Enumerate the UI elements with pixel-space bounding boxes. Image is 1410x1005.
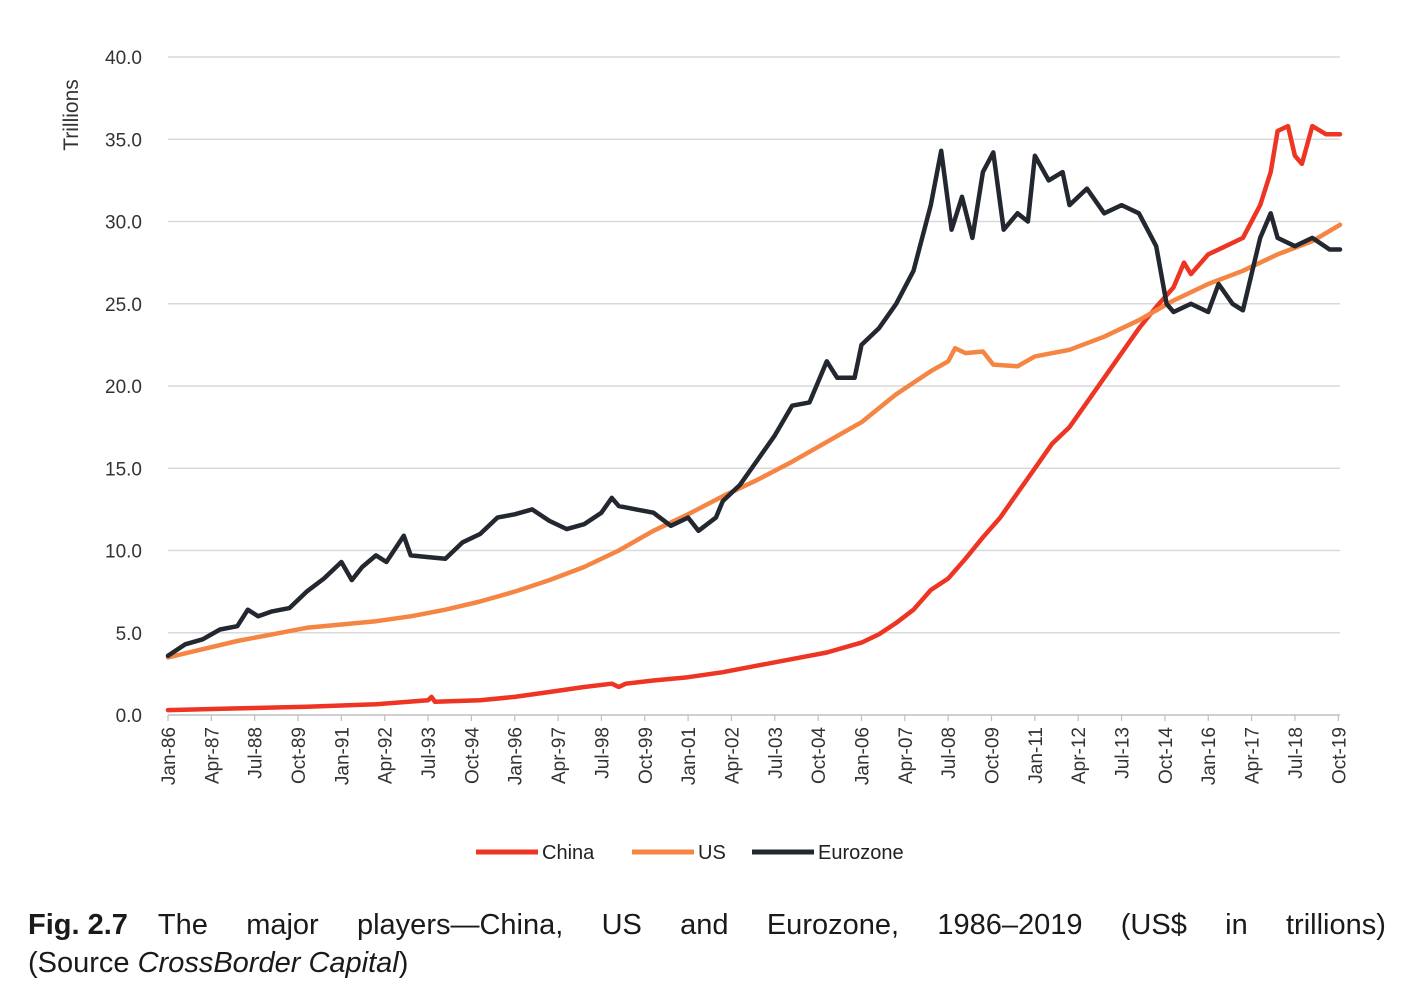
caption-word: Eurozone, (766, 909, 900, 941)
x-tick-label: Jul-03 (766, 727, 787, 779)
caption-title: The major players—China, US and Eurozone, 1986… (158, 906, 1386, 944)
series-line-eurozone (165, 148, 1343, 659)
x-tick-label: Jul-13 (1113, 727, 1134, 779)
legend-label-china: China (542, 842, 595, 864)
x-tick-label: Jul-08 (939, 727, 960, 779)
x-tick-label: Jan-96 (506, 727, 527, 785)
caption-word: major (246, 909, 319, 941)
legend: China US Eurozone (476, 842, 904, 864)
y-tick-label: 0.0 (116, 706, 142, 727)
caption-word: (US$ (1120, 909, 1187, 941)
x-tick-label: Jul-93 (419, 727, 440, 779)
caption-word: trillions) (1285, 909, 1386, 941)
caption-source: (Source CrossBorder Capital) (28, 944, 1386, 982)
x-tick-label: Oct-94 (462, 727, 483, 784)
source-name: CrossBorder Capital (137, 947, 399, 979)
caption-word: US (601, 909, 642, 941)
y-tick-label: 15.0 (105, 459, 142, 480)
x-tick-label: Jan-86 (159, 727, 180, 785)
x-tick-label: Oct-04 (809, 727, 830, 784)
x-tick-label: Jan-06 (852, 727, 873, 785)
legend-label-eurozone: Eurozone (818, 842, 904, 864)
x-tick-label: Oct-19 (1329, 727, 1350, 784)
x-tick-label: Apr-92 (376, 727, 397, 784)
x-tick-label: Apr-02 (722, 727, 743, 784)
x-tick-label: Apr-97 (549, 727, 570, 784)
x-tick-label: Jan-01 (679, 727, 700, 785)
y-tick-label: 10.0 (105, 542, 142, 563)
y-tick-label: 35.0 (105, 130, 142, 151)
y-tick-label: 30.0 (105, 213, 142, 234)
x-tick-label: Jul-98 (592, 727, 613, 779)
caption-word: The (157, 909, 208, 941)
source-prefix: (Source (28, 947, 138, 979)
y-tick-label: 5.0 (116, 624, 142, 645)
source-suffix: ) (398, 947, 409, 979)
gridlines (168, 56, 1340, 634)
x-tick-label: Jan-11 (1026, 727, 1047, 784)
y-tick-label: 20.0 (105, 377, 142, 398)
x-tick-label: Jan-91 (332, 727, 353, 785)
x-tick-label: Apr-07 (896, 727, 917, 784)
y-tick-label: 40.0 (105, 48, 142, 69)
x-tick-label: Apr-17 (1243, 727, 1264, 784)
caption-word: in (1225, 909, 1248, 941)
series-lines (165, 123, 1343, 713)
caption-word: players—China, (356, 909, 564, 941)
x-tick-label: Jan-16 (1199, 727, 1220, 785)
x-tick-label: Oct-89 (289, 727, 310, 784)
y-axis-ticks: 0.0 5.0 10.0 15.0 20.0 25.0 30.0 35.0 40.0 (105, 48, 142, 727)
x-tick-label: Oct-14 (1156, 727, 1177, 784)
figure-caption: Fig. 2.7 The major players—China, US and Euro… (28, 906, 1386, 982)
chart: 0.0 5.0 10.0 15.0 20.0 25.0 30.0 35.0 40.0 Trill… (60, 48, 1350, 864)
caption-word: 1986–2019 (937, 909, 1083, 941)
x-tick-label: Apr-87 (202, 727, 223, 784)
y-axis-label: Trillions (60, 79, 83, 151)
x-tick-label: Oct-99 (636, 727, 657, 784)
caption-line-1: Fig. 2.7 The major players—China, US and Euro… (28, 906, 1386, 944)
legend-label-us: US (698, 842, 726, 864)
x-tick-label: Jul-18 (1286, 727, 1307, 779)
series-line-china (165, 123, 1343, 713)
series-line-us (165, 222, 1343, 660)
y-tick-label: 25.0 (105, 295, 142, 316)
x-tick-label: Oct-09 (983, 727, 1004, 784)
caption-word: and (680, 909, 729, 941)
x-axis-ticks: Jan-86 Apr-87 Jul-88 Oct-89 Jan-91 Apr-92 Jul-… (159, 715, 1350, 785)
x-tick-label: Jul-88 (246, 727, 267, 779)
x-tick-label: Apr-12 (1069, 727, 1090, 784)
figure-label: Fig. 2.7 (28, 909, 128, 941)
